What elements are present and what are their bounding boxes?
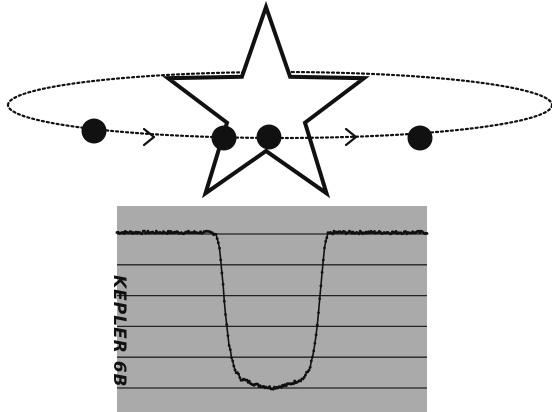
data-point (153, 232, 157, 235)
planet-dot (256, 124, 282, 150)
data-point (309, 359, 313, 363)
data-point (219, 258, 223, 262)
data-point (215, 237, 219, 241)
data-point (225, 323, 229, 326)
light-curve-chart (115, 206, 429, 412)
data-point (331, 232, 335, 236)
data-point (304, 373, 307, 377)
data-point (307, 368, 311, 372)
data-point (216, 241, 220, 245)
planet-dot (81, 118, 107, 144)
data-point (404, 230, 407, 233)
data-point (317, 311, 320, 315)
data-point (220, 271, 224, 275)
chart-panel (117, 206, 427, 412)
data-point (165, 232, 169, 236)
data-point (146, 229, 150, 233)
data-point (233, 368, 237, 372)
star-icon (162, 0, 370, 199)
planet-dot (211, 125, 237, 151)
data-point (311, 355, 314, 359)
data-point (313, 341, 317, 345)
data-point (222, 299, 226, 303)
arrow-icon (344, 127, 358, 147)
arrow-icon (142, 127, 156, 147)
data-point (238, 376, 242, 379)
data-point (319, 284, 323, 288)
data-point (228, 348, 232, 351)
planet-positions (81, 118, 433, 151)
data-point (292, 382, 295, 386)
data-point (425, 232, 429, 235)
data-point (143, 229, 146, 233)
data-point (122, 232, 126, 236)
data-point (357, 232, 361, 236)
data-point (256, 382, 260, 386)
data-point (226, 334, 230, 337)
data-point (315, 323, 319, 327)
data-point (268, 385, 271, 389)
orbit-direction-arrows (142, 127, 358, 147)
data-point (247, 379, 251, 383)
data-point (302, 375, 306, 379)
data-point (218, 246, 221, 250)
data-point (324, 240, 328, 243)
data-point (140, 232, 144, 236)
data-point (245, 378, 249, 382)
data-point (280, 386, 283, 389)
data-point (320, 271, 324, 274)
data-point (232, 364, 236, 368)
data-point (394, 230, 398, 233)
data-point (321, 258, 325, 262)
data-point (214, 232, 218, 236)
data-point (318, 297, 322, 301)
data-point (323, 246, 326, 250)
data-point (325, 236, 329, 240)
data-point (231, 359, 235, 363)
data-point (224, 313, 227, 316)
light-curve-points (115, 229, 429, 391)
data-point (308, 365, 312, 369)
data-point (227, 344, 231, 347)
data-point (221, 283, 225, 286)
target-label: KEPLER 6B (109, 275, 129, 388)
data-point (230, 356, 233, 359)
data-point (237, 372, 241, 376)
data-point (312, 349, 316, 353)
data-point (314, 333, 318, 337)
planet-dot (407, 125, 433, 151)
chart-gridlines (117, 233, 427, 389)
